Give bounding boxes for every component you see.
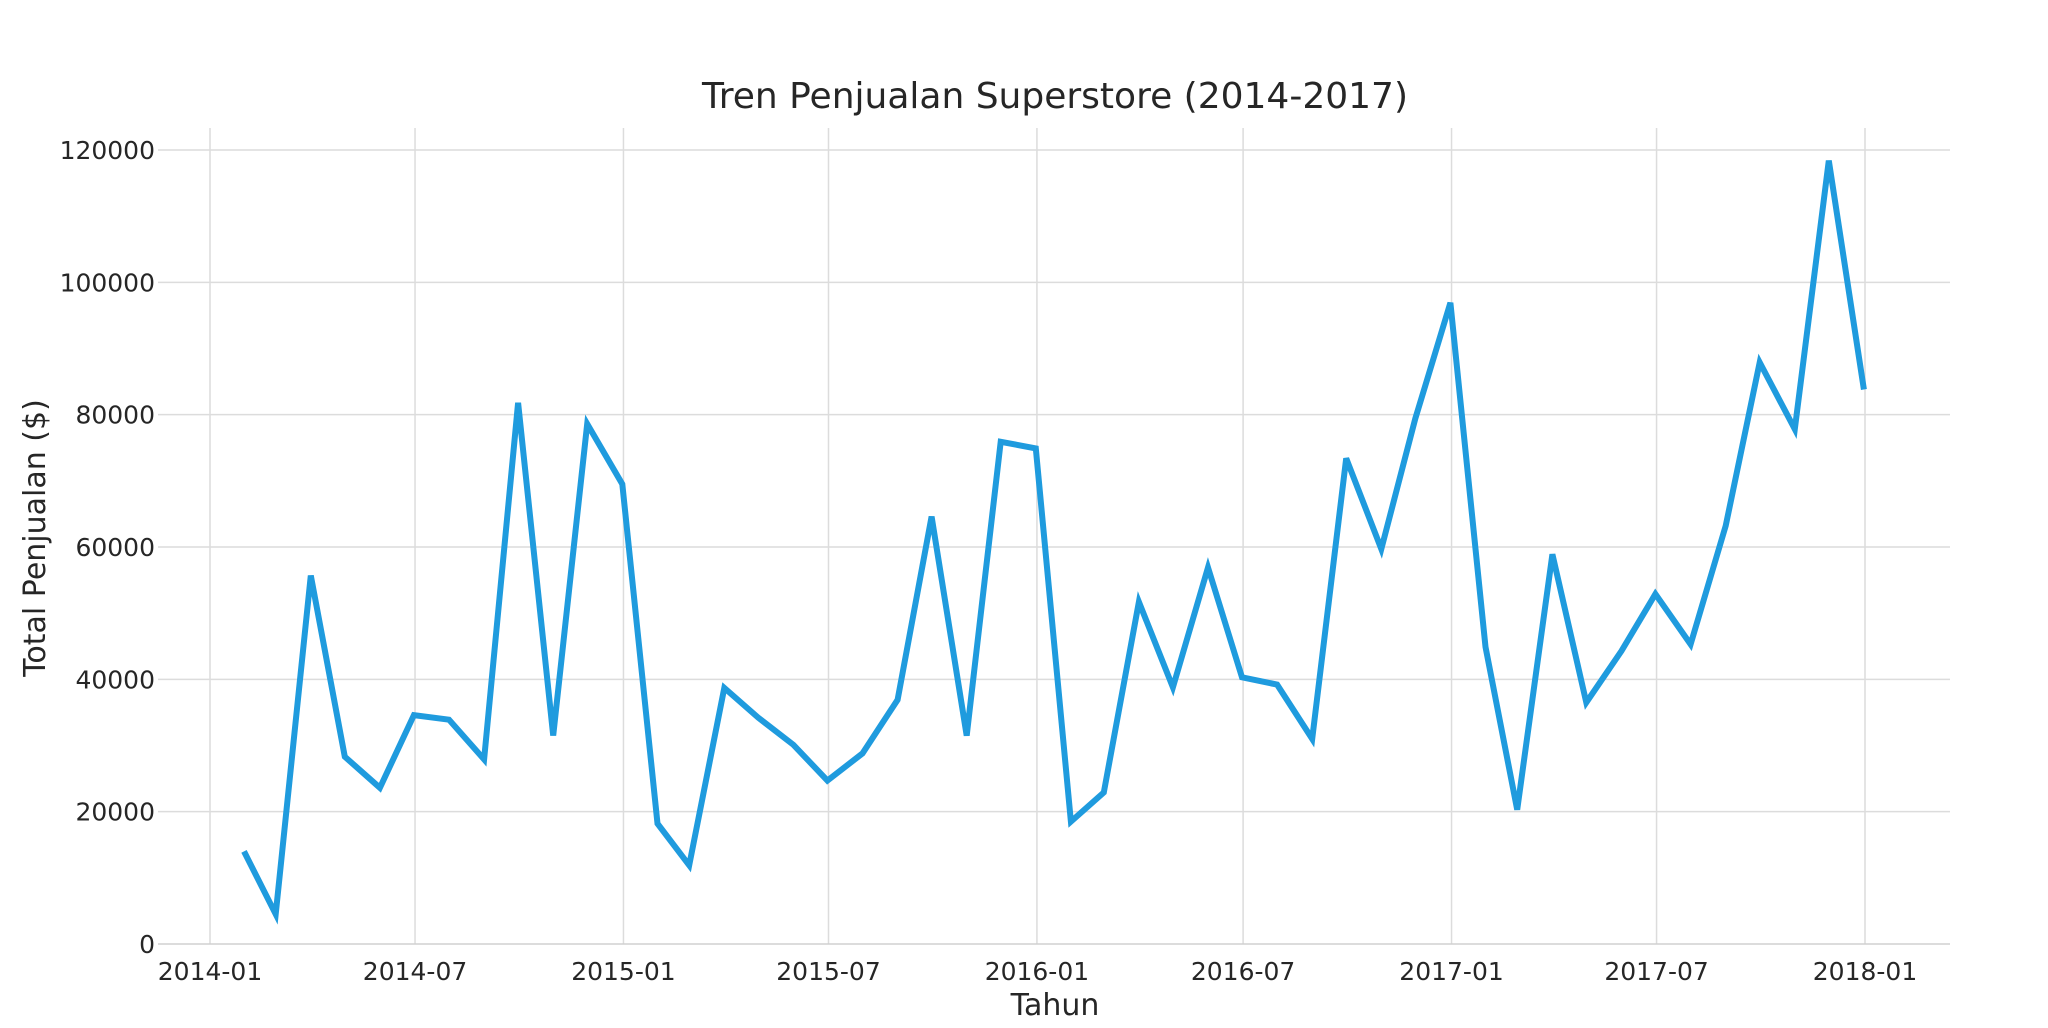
y-tick-label: 40000 — [75, 665, 155, 694]
x-axis-title: Tahun — [1010, 988, 1100, 1023]
y-tick-label: 60000 — [75, 533, 155, 562]
x-tick-label: 2017-01 — [1399, 957, 1503, 986]
x-tick-label: 2016-07 — [1191, 957, 1295, 986]
chart-title: Tren Penjualan Superstore (2014-2017) — [701, 76, 1408, 117]
x-tick-label: 2015-01 — [571, 957, 675, 986]
y-tick-label: 120000 — [60, 136, 155, 165]
y-tick-label: 0 — [139, 930, 155, 959]
series-layer — [241, 160, 1867, 925]
x-tick-label: 2014-01 — [158, 957, 262, 986]
y-tick-label: 80000 — [75, 401, 155, 430]
x-tick-label: 2017-07 — [1604, 957, 1708, 986]
x-tick-label: 2014-07 — [363, 957, 467, 986]
y-axis-title: Total Penjualan ($) — [18, 399, 53, 678]
grid — [158, 128, 1950, 944]
y-tick-label: 100000 — [60, 268, 155, 297]
x-tick-label: 2018-01 — [1813, 957, 1917, 986]
x-tick-label: 2016-01 — [985, 957, 1089, 986]
x-tick-label: 2015-07 — [776, 957, 880, 986]
tick-labels: 0 20000 40000 60000 80000 100000 120000 2014-01… — [60, 136, 1918, 986]
y-tick-label: 20000 — [75, 798, 155, 827]
sales-series-line — [241, 160, 1867, 925]
